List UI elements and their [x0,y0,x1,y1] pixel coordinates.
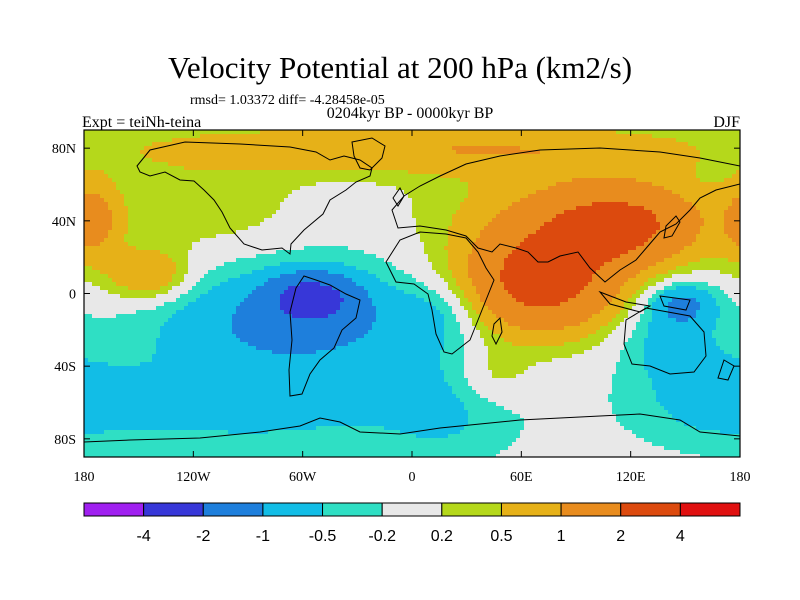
coastline-new-guinea [659,295,691,311]
coastline-antarctica [84,413,740,443]
coastline-japan [663,215,681,239]
colorbar-label: -4 [137,528,151,545]
coastline-north-america [136,141,373,255]
x-tick-label: 0 [409,470,416,485]
colorbar-swatch [500,502,562,517]
x-tick-label: 120W [176,470,211,485]
coastline-australia [623,307,707,375]
colorbar-label: -2 [196,528,210,545]
colorbar-label: 1 [557,528,566,545]
x-tick-label: 120E [616,470,646,485]
coastline-south-america [288,275,361,397]
season-label: DJF [713,114,740,131]
colorbar-swatch [322,502,383,517]
x-tick-label: 180 [730,470,751,485]
colorbar-swatch [262,502,324,517]
x-tick-label: 60E [510,470,533,485]
contour-field [84,130,740,457]
colorbar-label: 0.5 [490,528,512,545]
stats-label: rmsd= 1.03372 diff= -4.28458e-05 [190,93,385,108]
y-tick-label: 40N [52,215,76,230]
experiment-label: Expt = teiNh-teina [82,114,202,131]
colorbar-swatch [83,502,145,517]
period-subtitle: 0204kyr BP - 0000kyr BP [326,105,494,122]
colorbar-label: 0.2 [431,528,453,545]
colorbar-label: 2 [616,528,625,545]
coastline-africa [385,231,495,355]
colorbar-swatch [381,502,443,517]
y-tick-label: 0 [69,288,76,303]
colorbar-label: -0.2 [368,528,396,545]
colorbar-label: -1 [256,528,270,545]
coastline-eurasia [391,147,740,283]
colorbar-swatch [143,502,204,517]
colorbar-label: -0.5 [309,528,337,545]
colorbar-swatch [620,502,681,517]
coastline-new-zealand [717,359,735,381]
colorbar-swatch [560,502,622,517]
coastlines [84,137,740,443]
coastline-madagascar [491,316,503,346]
y-tick-label: 40S [54,360,76,375]
colorbar-swatch [441,502,502,517]
colorbar: -4 -2 -1 -0.5 -0.2 0.2 0.5 1 2 4 [83,502,741,545]
colorbar-swatch [202,502,264,517]
coastline-uk [392,187,405,207]
x-tick-label: 60W [289,470,317,485]
coastline-greenland [351,137,386,171]
colorbar-label: 4 [676,528,685,545]
colorbar-swatch [679,502,741,517]
plot-title: Velocity Potential at 200 hPa (km2/s) [167,50,633,85]
y-tick-label: 80S [54,433,76,448]
axis-ticks: 180 120W 60W 0 60E 120E 180 80N 40N 0 40S 80S [52,130,751,485]
y-tick-label: 80N [52,142,76,157]
x-tick-label: 180 [74,470,95,485]
